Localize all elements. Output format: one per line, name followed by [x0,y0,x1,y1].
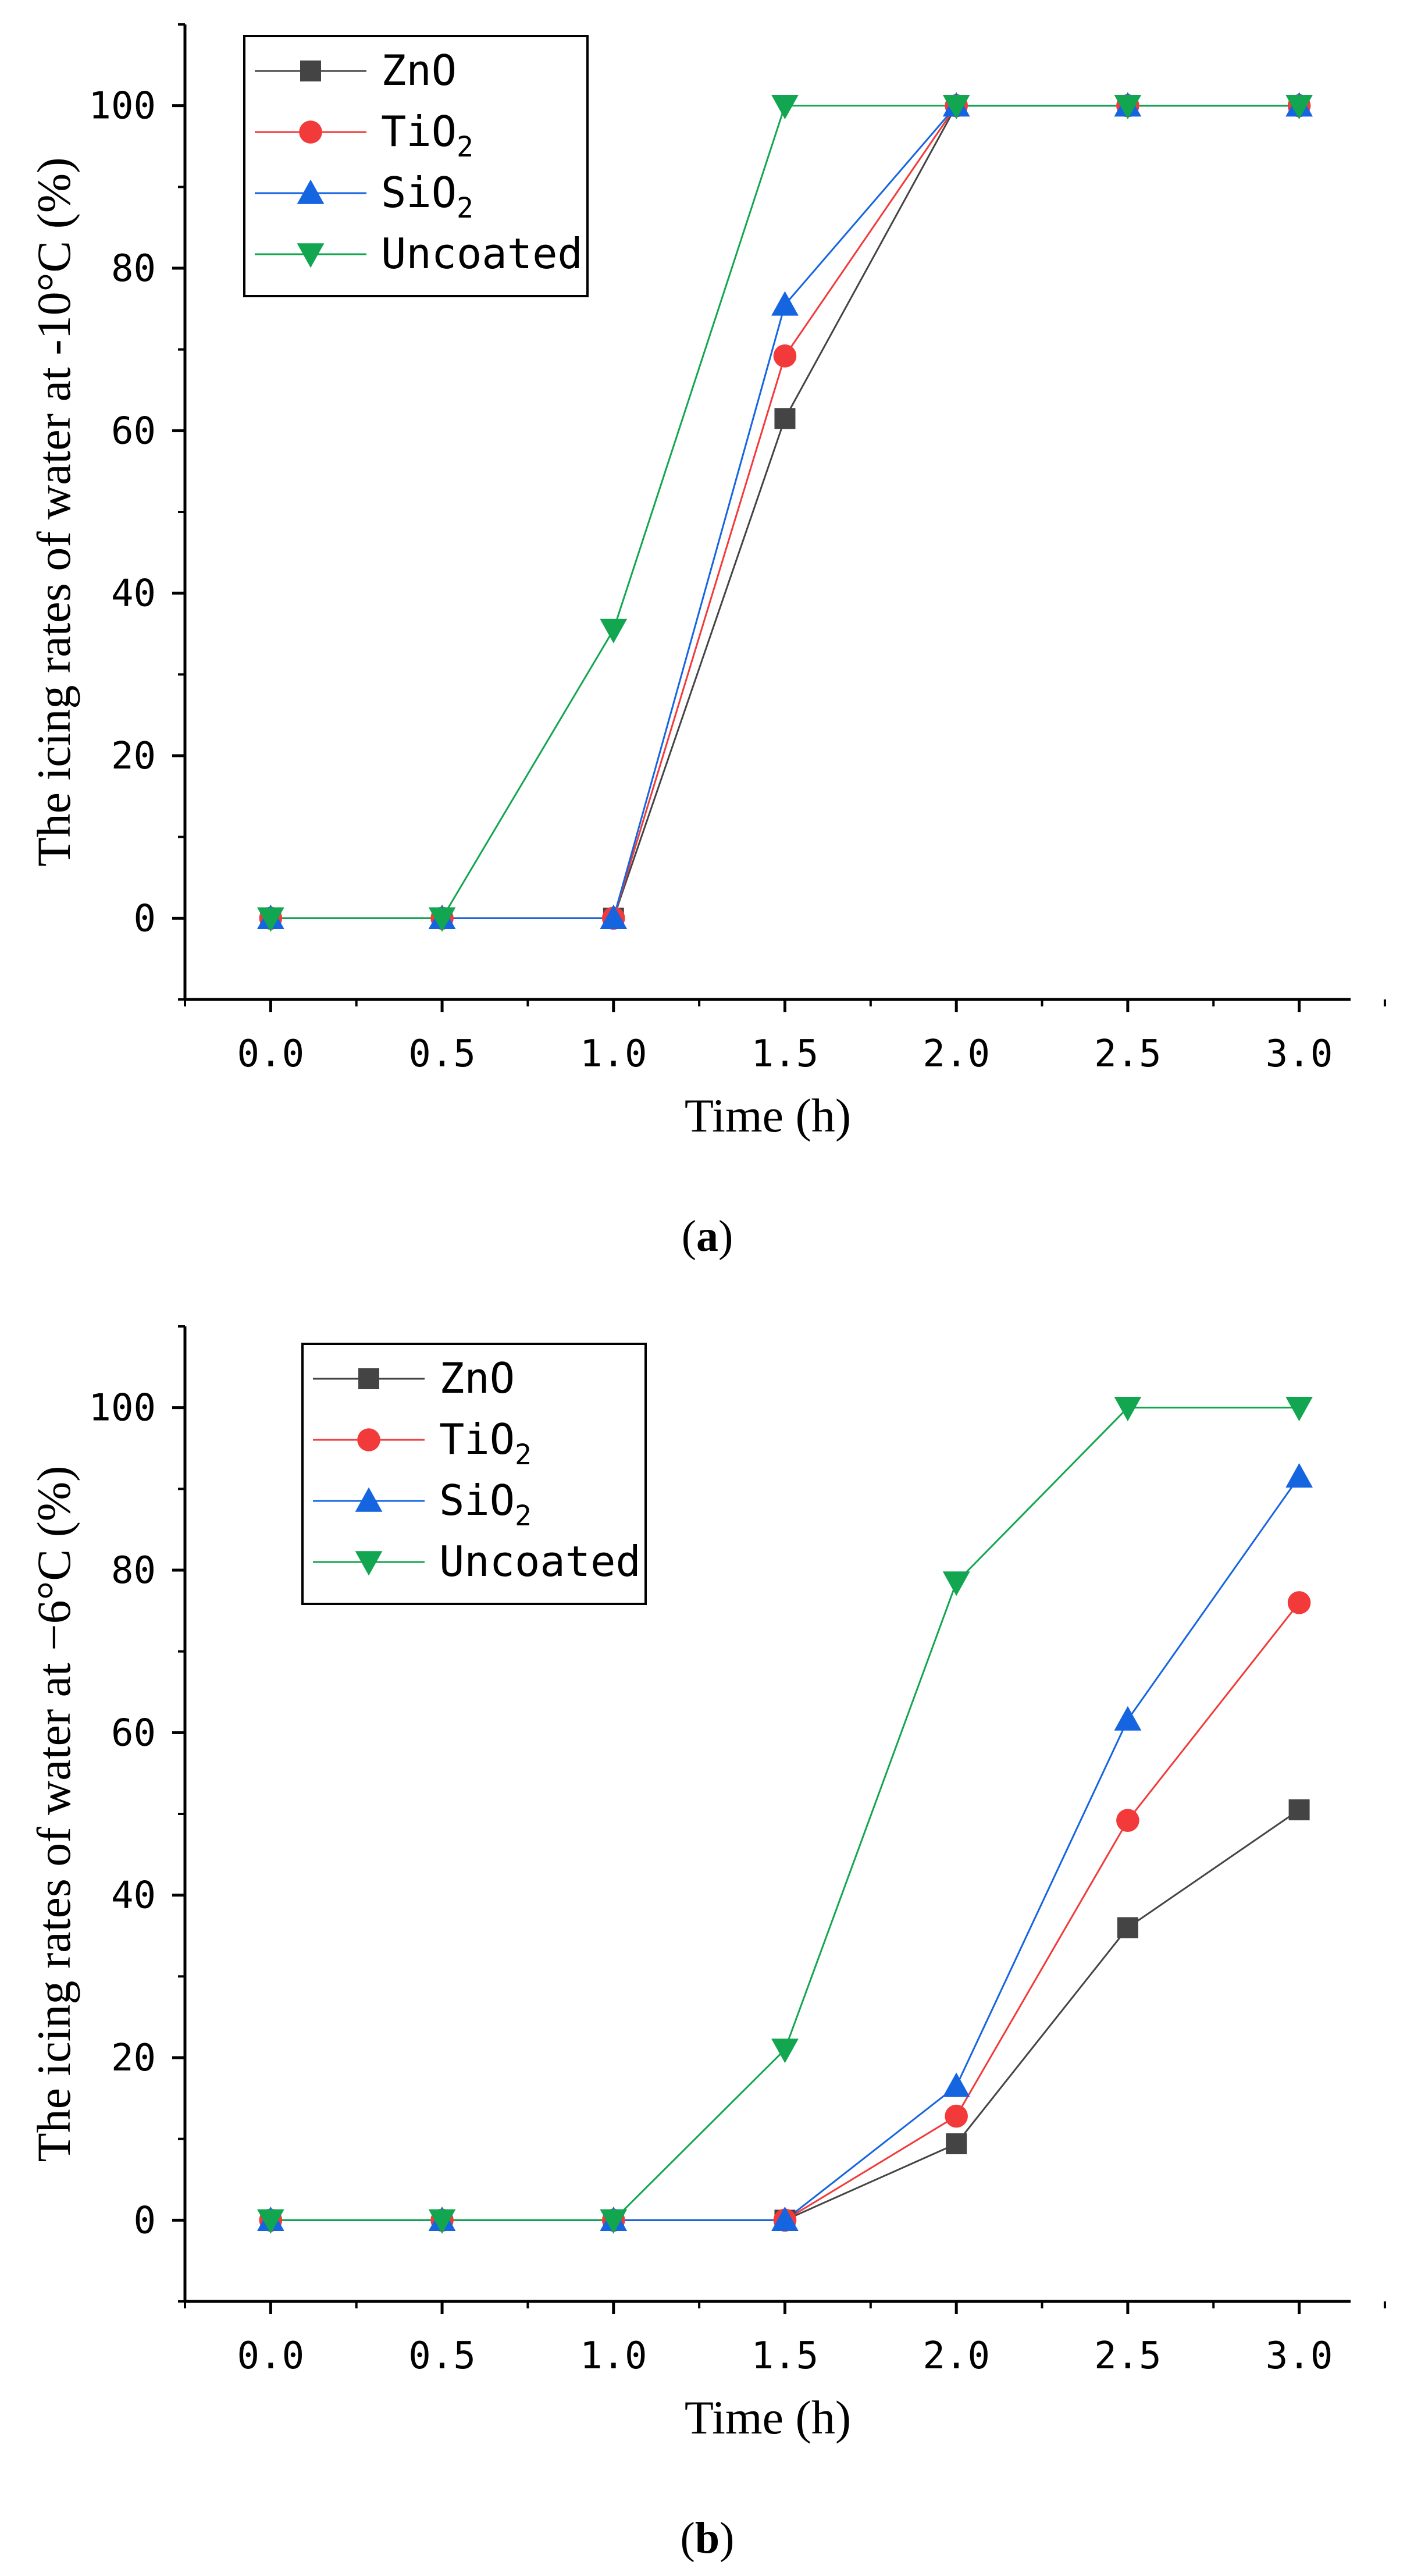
y-ticks: 0 20 40 60 80 100 [88,23,185,1001]
legend-label-zno: ZnO [439,1354,515,1403]
legend-label-zno: ZnO [381,46,457,95]
y-tick-label: 80 [111,1549,156,1592]
chart-panel-b: 0 20 40 60 80 100 0.0 0.5 1.0 1.5 2.0 2.5 3.0 Time … [27,1325,1386,2563]
series-layer [257,92,1313,932]
y-tick-label: 60 [111,1712,156,1755]
y-tick-label: 40 [111,1874,156,1917]
legend-marker-sio2 [355,1487,383,1512]
data-point-sio2 [1114,1706,1142,1731]
data-point-zno [946,2133,967,2155]
data-point-uncoated [600,2209,628,2234]
data-point-sio2 [771,2206,799,2232]
data-point-uncoated [428,2209,456,2234]
panel-label-close: ) [718,1212,733,1261]
legend-label-sio2: SiO2 [381,168,473,225]
data-point-uncoated [257,907,284,932]
legend-label-tio2: TiO2 [381,107,473,163]
legend-label-uncoated: Uncoated [439,1537,641,1586]
data-point-tio2 [945,2104,968,2128]
x-tick-label: 0.5 [408,1033,476,1076]
y-tick-label: 40 [111,572,156,615]
legend-marker-sio2 [297,179,325,204]
x-tick-label: 0.5 [408,2335,476,2378]
panel-label-open: ( [681,2514,695,2563]
data-point-sio2 [1285,1463,1313,1488]
y-ticks: 0 20 40 60 80 100 [88,1325,185,2303]
legend-marker-tio2 [357,1428,380,1451]
legend-box [301,1343,647,1605]
y-tick-label: 0 [133,897,156,940]
y-tick-label: 20 [111,735,156,778]
y-tick-label: 0 [133,2199,156,2242]
legend-label-sio2: SiO2 [439,1476,532,1532]
x-ticks: 0.0 0.5 1.0 1.5 2.0 2.5 3.0 [184,999,1386,1076]
data-point-uncoated [771,2038,799,2063]
x-ticks: 0.0 0.5 1.0 1.5 2.0 2.5 3.0 [184,2301,1386,2378]
y-tick-label: 80 [111,247,156,290]
legend-marker-uncoated [297,243,325,268]
data-point-uncoated [257,2209,284,2234]
data-point-sio2 [942,2072,970,2097]
x-tick-label: 2.0 [923,1033,990,1076]
x-tick-label: 0.0 [237,2335,305,2378]
panel-label-open: ( [682,1212,696,1261]
data-point-uncoated [1114,94,1142,120]
data-point-uncoated [942,94,970,120]
x-tick-label: 2.5 [1094,2335,1162,2378]
x-tick-label: 1.0 [580,2335,647,2378]
data-point-uncoated [428,907,456,932]
x-tick-label: 1.0 [580,1033,647,1076]
series-line-zno [270,1809,1300,2221]
x-tick-label: 0.0 [237,1033,305,1076]
legend-marker-tio2 [299,120,322,144]
legend-label-uncoated: Uncoated [381,229,583,278]
data-point-uncoated [771,94,799,120]
x-axis-title: Time (h) [685,2391,851,2444]
x-tick-label: 3.0 [1266,1033,1333,1076]
panel-label-close: ) [720,2514,734,2563]
y-tick-label: 100 [88,1387,156,1430]
data-point-uncoated [1285,1396,1313,1422]
data-point-tio2 [773,344,797,368]
data-point-sio2 [771,291,799,316]
data-point-uncoated [942,1571,970,1596]
y-axis-title: The icing rates of water at -10°C (%) [27,157,80,866]
legend-marker-zno [300,61,321,81]
y-axis-title: The icing rates of water at −6°C (%) [27,1466,80,2162]
data-point-tio2 [1116,1809,1139,1832]
panel-label-letter: b [695,2514,720,2563]
data-point-zno [1117,1917,1138,1938]
x-tick-label: 2.0 [923,2335,990,2378]
y-tick-label: 100 [88,85,156,128]
y-tick-label: 60 [111,410,156,453]
data-point-zno [1288,1799,1310,1821]
x-tick-label: 1.5 [751,2335,819,2378]
chart-panel-a: 0 20 40 60 80 100 0.0 0.5 1.0 1.5 2.0 2.5 3.0 Time … [27,23,1386,1261]
legend-label-tio2: TiO2 [439,1415,532,1471]
data-point-uncoated [600,618,628,643]
legend-marker-zno [358,1368,379,1389]
x-axis-title: Time (h) [685,1089,851,1142]
data-point-tio2 [1287,1591,1311,1614]
data-point-uncoated [1114,1396,1142,1422]
y-tick-label: 20 [111,2037,156,2080]
x-tick-label: 1.5 [751,1033,819,1076]
data-point-zno [774,408,796,429]
data-point-uncoated [1285,94,1313,120]
panel-label: (b) [681,2514,735,2563]
data-point-sio2 [600,904,628,930]
series-layer [257,1396,1313,2234]
legend-marker-uncoated [355,1551,383,1576]
x-tick-label: 3.0 [1266,2335,1333,2378]
panel-label-letter: a [696,1212,718,1261]
panel-label: (a) [682,1212,733,1261]
x-tick-label: 2.5 [1094,1033,1162,1076]
